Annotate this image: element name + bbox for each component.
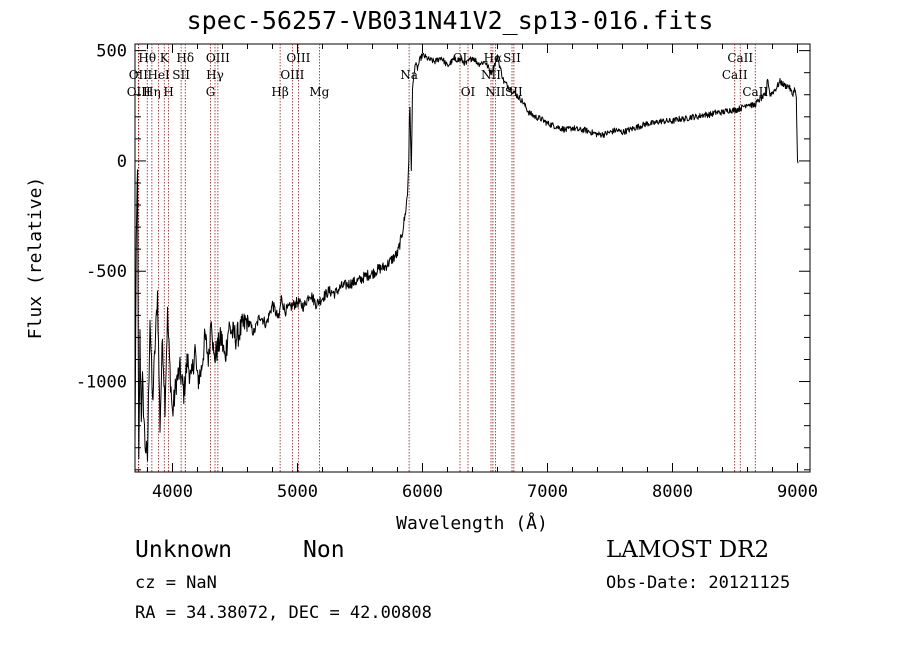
marker-label: OI — [461, 85, 476, 99]
y-tick-label: 500 — [96, 42, 127, 62]
x-tick-label: 5000 — [277, 482, 318, 502]
marker-label: Hβ — [271, 85, 288, 99]
object-subclass: Non — [303, 537, 345, 563]
y-tick-label: 0 — [117, 152, 127, 172]
chart-title: spec-56257-VB031N41V2_sp13-016.fits — [186, 6, 714, 35]
marker-label: NII — [485, 85, 505, 99]
obs-date: Obs-Date: 20121125 — [606, 573, 791, 593]
x-axis-label: Wavelength (Å) — [396, 512, 548, 534]
x-tick-label: 9000 — [777, 482, 818, 502]
y-tick-label: -1000 — [76, 373, 127, 393]
marker-label: Hδ — [176, 51, 194, 65]
plot-frame — [134, 43, 811, 473]
marker-label: SII — [503, 51, 521, 65]
object-class: Unknown — [135, 537, 232, 563]
marker-label: SII — [172, 68, 190, 82]
ra-dec: RA = 34.38072, DEC = 42.00808 — [135, 603, 432, 623]
marker-label: OIII — [280, 68, 304, 82]
marker-label: OIII — [127, 85, 151, 99]
marker-label: Mg — [309, 85, 329, 99]
marker-label: Na — [400, 68, 418, 82]
marker-label: CaII — [722, 68, 748, 82]
marker-label: Hθ — [138, 51, 156, 65]
line-markers: HθOIIOIIIHηHeIKHSIIHδGHγOIIIHβOIIIOIIIMg… — [127, 44, 768, 472]
x-tick-label: 8000 — [652, 482, 693, 502]
marker-label: CaII — [727, 51, 753, 65]
y-tick-label: -500 — [86, 262, 127, 282]
marker-label: CaII — [742, 85, 768, 99]
marker-label: HeI — [147, 68, 170, 82]
redshift-text: cz = NaN — [135, 573, 217, 593]
marker-label: Hγ — [206, 68, 224, 82]
x-tick-label: 7000 — [527, 482, 568, 502]
marker-label: H — [163, 85, 173, 99]
marker-label: OIII — [286, 51, 310, 65]
spectrum-series — [134, 52, 799, 462]
x-tick-label: 4000 — [152, 482, 193, 502]
marker-label: Hη — [143, 85, 161, 99]
y-axis-label: Flux (relative) — [25, 177, 46, 340]
x-tick-label: 6000 — [402, 482, 443, 502]
spectrum-line — [134, 52, 799, 462]
marker-label: G — [206, 85, 216, 99]
marker-label: K — [160, 51, 170, 65]
marker-label: OIII — [206, 51, 230, 65]
survey-label: LAMOST DR2 — [606, 537, 770, 563]
